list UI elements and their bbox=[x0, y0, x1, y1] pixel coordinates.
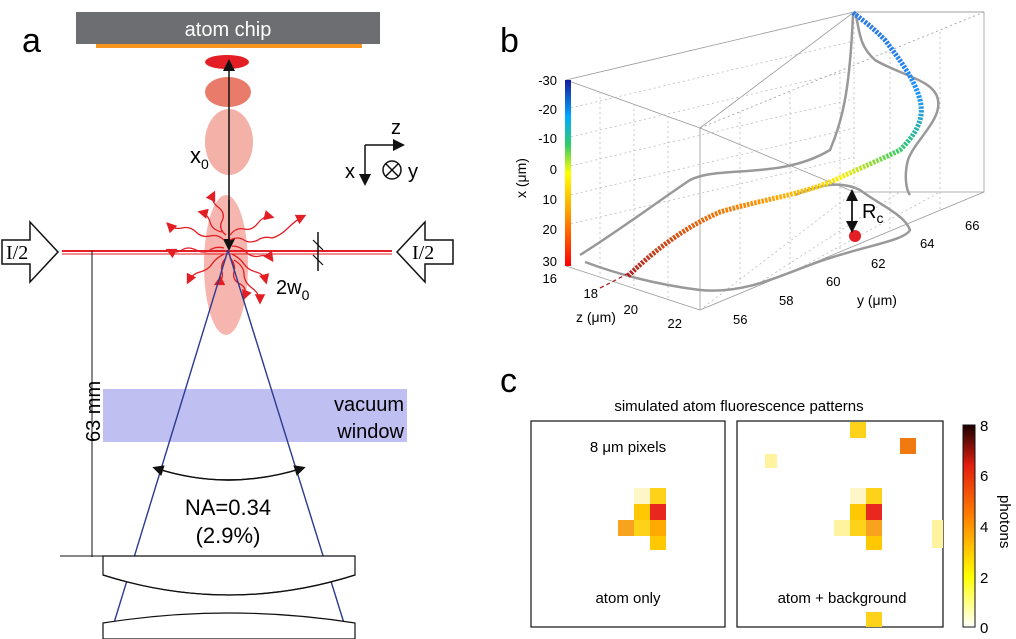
beam-arrow-left: I/2 bbox=[1, 220, 60, 284]
panel-a-letter: a bbox=[22, 22, 41, 60]
atom-cloud-top bbox=[205, 55, 249, 69]
panel-c: c simulated atom fluorescence patterns 8… bbox=[500, 362, 1013, 637]
y-tick: 58 bbox=[779, 293, 793, 308]
atom-chip bbox=[76, 12, 380, 44]
window-label-2: window bbox=[336, 421, 404, 443]
x-tick: 10 bbox=[543, 192, 557, 207]
waist-label: 2w0 bbox=[276, 277, 310, 303]
atom-background-label: atom + background bbox=[778, 590, 907, 607]
y-axis-ticks: 56 58 60 62 64 66 bbox=[733, 218, 979, 327]
atom-cloud-2 bbox=[205, 77, 251, 107]
trajectory-colorbar bbox=[565, 80, 571, 266]
colorbar-label: photons bbox=[996, 495, 1013, 548]
lens-2 bbox=[102, 612, 356, 639]
projection-back bbox=[853, 11, 940, 196]
y-axis-label: y (μm) bbox=[857, 292, 897, 308]
cb-tick: 6 bbox=[980, 468, 988, 485]
svg-text:x: x bbox=[345, 161, 355, 183]
waist-marker: 2w0 bbox=[276, 232, 324, 303]
x-axis-label: x (μm) bbox=[513, 158, 529, 198]
panel-b: b bbox=[500, 9, 985, 331]
y-tick: 66 bbox=[965, 218, 979, 233]
atom-trajectory bbox=[626, 9, 924, 278]
y-tick: 64 bbox=[920, 236, 934, 251]
atom-background-pixels bbox=[765, 422, 943, 627]
scattered-photons bbox=[165, 190, 307, 305]
z-tick: 20 bbox=[624, 302, 638, 317]
na-label: NA=0.34 bbox=[185, 495, 271, 520]
chip-coating bbox=[96, 44, 362, 48]
projection-bottom bbox=[584, 183, 912, 292]
rc-label: Rc bbox=[862, 201, 883, 226]
atom-only-label: atom only bbox=[595, 590, 661, 607]
panel-b-letter: b bbox=[500, 22, 519, 60]
x-tick: -10 bbox=[538, 131, 557, 146]
panel-c-letter: c bbox=[500, 362, 517, 400]
atom-chip-label: atom chip bbox=[185, 19, 272, 41]
svg-text:I/2: I/2 bbox=[6, 242, 28, 264]
svg-text:y: y bbox=[408, 161, 418, 183]
z-tick: 18 bbox=[584, 286, 598, 301]
beam-arrow-right: I/2 bbox=[395, 220, 454, 284]
x-tick: 30 bbox=[543, 254, 557, 269]
x0-label: x0 bbox=[190, 143, 209, 172]
z-axis-ticks: 16 18 20 22 bbox=[543, 271, 682, 331]
vacuum-window bbox=[103, 389, 407, 442]
colorbar-ticks: 8 6 4 2 0 bbox=[980, 418, 988, 637]
window-label-1: vacuum bbox=[334, 394, 404, 416]
svg-text:I/2: I/2 bbox=[412, 242, 434, 264]
atom-only-pixels bbox=[618, 488, 666, 550]
svg-text:z: z bbox=[391, 117, 401, 139]
x-axis-ticks: -30 -20 -10 0 10 20 30 bbox=[538, 73, 557, 269]
cb-tick: 2 bbox=[980, 570, 988, 587]
y-tick: 56 bbox=[733, 312, 747, 327]
lens-1 bbox=[102, 555, 356, 596]
z-tick: 16 bbox=[543, 271, 557, 286]
panel-c-title: simulated atom fluorescence patterns bbox=[614, 398, 863, 415]
z-axis-label: z (μm) bbox=[576, 309, 616, 325]
x-tick: -20 bbox=[538, 102, 557, 117]
na-pct-label: (2.9%) bbox=[196, 523, 261, 548]
pixel-size-label: 8 μm pixels bbox=[590, 439, 666, 456]
x-tick: 20 bbox=[543, 222, 557, 237]
cb-tick: 8 bbox=[980, 418, 988, 435]
cb-tick: 4 bbox=[980, 519, 988, 536]
y-tick: 60 bbox=[826, 274, 840, 289]
x-tick: 0 bbox=[550, 162, 557, 177]
rc-target bbox=[849, 230, 861, 242]
y-tick: 62 bbox=[871, 256, 885, 271]
distance-label: 63 mm bbox=[83, 381, 105, 442]
panel-a: a atom chip x0 z x y I/2 bbox=[1, 12, 454, 639]
cb-tick: 0 bbox=[980, 620, 988, 637]
photon-colorbar bbox=[962, 424, 976, 628]
z-tick: 22 bbox=[668, 316, 682, 331]
plot-box bbox=[565, 11, 985, 311]
coordinate-axes: z x y bbox=[345, 117, 418, 186]
x-tick: -30 bbox=[538, 73, 557, 88]
projection-side bbox=[579, 14, 855, 257]
